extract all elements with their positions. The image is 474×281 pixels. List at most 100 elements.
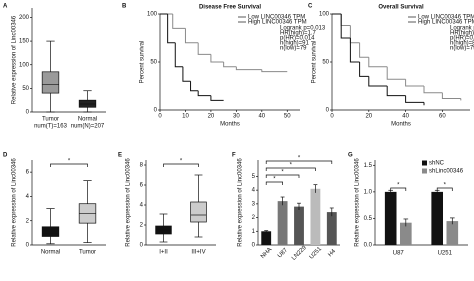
panel-letter: C — [308, 4, 313, 10]
y-axis-label: Relative expression of Linc00346 — [355, 158, 361, 247]
y-tick-label: 150 — [19, 39, 30, 45]
annotation: n(high)=81 — [450, 41, 474, 47]
y-axis-label: Relative expression of Linc00346 — [12, 158, 18, 247]
significance-bracket — [265, 160, 333, 164]
survival-step — [386, 86, 406, 97]
survival-step — [223, 62, 237, 68]
y-tick-label: 50 — [22, 86, 29, 92]
bar — [261, 231, 272, 245]
panel-letter: G — [348, 153, 353, 159]
y-tick-label: 0 — [252, 243, 256, 249]
x-tick-label: 40 — [258, 114, 265, 120]
survival-step — [197, 42, 211, 55]
panel-letter: D — [3, 153, 8, 159]
survival-step — [386, 66, 406, 80]
y-tick-label: 0.0 — [364, 243, 373, 249]
y-tick-label: 1.5 — [364, 163, 373, 169]
y-tick-label: 0 — [26, 243, 30, 249]
survival-step — [174, 42, 183, 68]
x-tick-label: Tumor — [79, 250, 96, 256]
y-tick-label: 4 — [140, 203, 144, 209]
legend-label: shNC — [429, 161, 445, 167]
annotation: Logrank p=0.013 — [280, 26, 326, 32]
legend-label: Low LINC00346 TPM — [418, 15, 474, 21]
annotation: p(HR)=0.014 — [280, 36, 315, 42]
bar — [310, 188, 321, 245]
survival-step — [405, 79, 424, 87]
survival-step — [359, 42, 369, 58]
x-tick-label: NHA — [260, 247, 273, 260]
x-tick-label: 50 — [284, 114, 291, 120]
y-tick-label: 4 — [26, 194, 30, 200]
survival-step — [340, 14, 351, 27]
significance-bracket — [50, 163, 88, 167]
y-tick-label: 50 — [150, 60, 157, 66]
survival-step — [423, 86, 443, 94]
survival-step — [261, 69, 288, 73]
x-tick-label: U251 — [438, 251, 453, 257]
y-axis-label: Percent survival — [140, 41, 146, 84]
annotation: p(HR)=0.021 — [450, 36, 474, 42]
bar — [384, 191, 397, 245]
survival-step — [368, 76, 388, 87]
y-tick-label: 100 — [319, 12, 330, 18]
x-tick-label: 10 — [182, 114, 189, 120]
significance-label: * — [281, 170, 284, 176]
significance-bracket — [265, 181, 283, 185]
x-tick-label: Tumor — [42, 117, 59, 123]
survival-step — [359, 62, 369, 77]
survival-step — [405, 95, 424, 103]
survival-step — [172, 14, 186, 29]
x-tick-label: LN229 — [291, 245, 308, 262]
legend-swatch — [422, 168, 427, 174]
panel-letter: E — [118, 153, 122, 159]
survival-step — [167, 14, 176, 44]
x-tick-label: I+II — [159, 250, 168, 256]
annotation: n(high)=91 — [280, 41, 310, 47]
significance-bracket — [390, 187, 407, 191]
survival-step — [349, 38, 360, 63]
x-tick-label: Normal — [41, 250, 60, 256]
annotation: HR(high)=1.5 — [450, 31, 474, 37]
panel-letter: F — [232, 153, 236, 159]
y-tick-label: 0 — [154, 108, 158, 114]
survival-step — [235, 66, 262, 71]
y-tick-label: 100 — [19, 62, 30, 68]
significance-label: * — [444, 183, 447, 189]
x-axis-label: Months — [220, 122, 240, 128]
x-tick-label: U87 — [277, 247, 289, 259]
y-axis-label: Percent survival — [312, 41, 318, 84]
annotation: n(low)=79 — [280, 46, 307, 52]
y-tick-label: 6 — [140, 183, 144, 189]
survival-step — [340, 14, 351, 39]
survival-step — [190, 81, 199, 92]
y-tick-label: 100 — [147, 12, 158, 18]
significance-label: * — [180, 159, 183, 165]
significance-label: * — [273, 177, 276, 183]
significance-label: * — [68, 159, 71, 165]
survival-step — [349, 25, 360, 44]
y-axis-label: Relative expression of Linc00346 — [238, 158, 244, 247]
survival-step — [197, 90, 211, 97]
x-tick-label: 40 — [402, 114, 409, 120]
panel-letter: A — [3, 4, 8, 10]
y-tick-label: 0.5 — [364, 216, 373, 222]
survival-step — [368, 57, 388, 68]
significance-label: * — [397, 183, 400, 189]
annotation: num(T)=163 — [34, 124, 68, 130]
y-tick-label: 8 — [140, 163, 144, 169]
x-tick-label: 20 — [365, 114, 372, 120]
x-tick-label: III+IV — [191, 250, 205, 256]
y-tick-label: 5 — [252, 174, 256, 180]
significance-label: * — [290, 163, 293, 169]
bar — [326, 212, 337, 245]
bar — [446, 221, 459, 245]
annotation: n(low)=79 — [450, 46, 474, 52]
legend-label: shLinc00346 — [429, 169, 464, 175]
significance-label: * — [298, 156, 301, 162]
survival-step — [182, 66, 191, 82]
significance-bracket — [265, 174, 300, 178]
survival-step — [441, 92, 461, 99]
y-axis-label: Relative expression of Linc00346 — [12, 15, 18, 104]
bar — [399, 222, 412, 245]
